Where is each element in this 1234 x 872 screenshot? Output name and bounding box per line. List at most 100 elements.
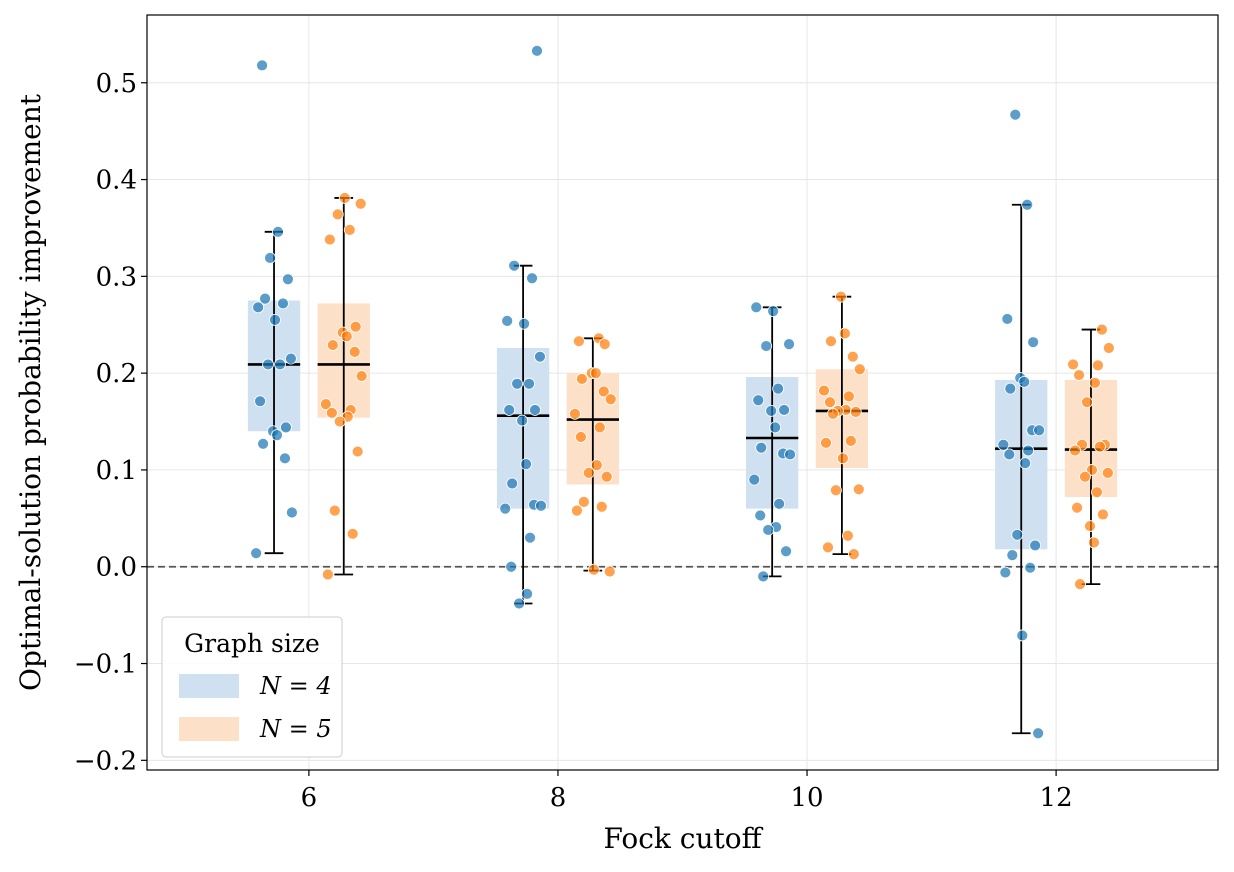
data-point — [354, 197, 367, 210]
data-point — [780, 545, 792, 558]
data-point — [1024, 561, 1037, 574]
data-point — [531, 44, 543, 57]
data-point — [516, 414, 529, 427]
data-point — [1071, 501, 1083, 514]
x-tick-label: 12 — [1040, 783, 1073, 813]
legend: Graph size N = 4 N = 5 — [161, 616, 343, 758]
data-point — [590, 459, 603, 471]
y-axis-label: Optimal-solution probability improvement — [14, 93, 47, 691]
data-point — [351, 445, 364, 458]
data-point — [524, 531, 536, 544]
data-point — [535, 499, 547, 512]
data-point — [257, 437, 269, 450]
data-point — [1011, 528, 1024, 541]
data-point — [262, 358, 274, 371]
data-point — [853, 363, 866, 376]
data-point — [1092, 359, 1104, 372]
data-point — [1088, 536, 1100, 549]
data-point — [778, 404, 790, 416]
legend-swatch-n5 — [179, 717, 239, 741]
data-point — [1004, 382, 1017, 395]
data-point — [1074, 578, 1086, 591]
data-point — [589, 367, 602, 380]
data-point — [1029, 539, 1042, 552]
data-point — [571, 504, 583, 517]
data-point — [603, 565, 616, 578]
data-point — [846, 350, 859, 363]
data-point — [597, 385, 610, 398]
data-point — [750, 301, 763, 314]
y-tick-label: −0.2 — [74, 746, 137, 776]
data-point — [285, 352, 297, 365]
y-tick-label: 0.2 — [96, 359, 137, 389]
data-point — [1081, 396, 1093, 409]
data-point — [252, 301, 265, 314]
data-point — [593, 421, 606, 434]
data-point — [323, 233, 336, 246]
data-point — [346, 527, 359, 540]
data-point — [1101, 466, 1114, 479]
data-point — [321, 568, 334, 581]
data-point — [1006, 549, 1019, 562]
data-point — [1073, 369, 1085, 381]
data-point — [569, 407, 581, 420]
data-point — [256, 59, 269, 72]
data-point — [1084, 520, 1096, 532]
data-point — [503, 404, 516, 416]
data-point — [836, 452, 849, 465]
data-point — [508, 259, 521, 272]
data-point — [1019, 457, 1032, 470]
data-point — [830, 484, 842, 497]
axis-ticks: 6 8 10 12 −0.2 −0.1 0.0 0.1 0.2 0.3 0.4 0.5 — [74, 69, 1073, 813]
data-point — [326, 339, 339, 351]
data-point — [573, 335, 585, 348]
data-point — [348, 345, 361, 358]
data-point — [587, 563, 600, 576]
y-tick-label: 0.4 — [96, 166, 137, 196]
data-point — [501, 314, 514, 327]
data-point — [349, 320, 362, 333]
data-point — [274, 358, 286, 371]
data-point — [748, 473, 761, 486]
data-point — [825, 335, 837, 348]
data-point — [271, 429, 283, 441]
data-point — [526, 272, 538, 285]
y-tick-label: 0.1 — [96, 456, 137, 486]
boxes — [247, 197, 1118, 735]
data-point — [280, 421, 292, 434]
data-point — [818, 384, 830, 397]
data-point — [773, 497, 786, 510]
data-point — [1009, 108, 1022, 121]
data-point — [513, 597, 526, 610]
legend-swatch-n4 — [179, 674, 239, 698]
data-point — [598, 338, 611, 351]
y-tick-label: 0.0 — [96, 553, 137, 583]
legend-label-n5: N = 5 — [259, 715, 332, 743]
data-point — [505, 560, 518, 573]
data-point — [1091, 486, 1103, 499]
data-point — [1094, 440, 1106, 453]
data-point — [769, 421, 782, 434]
data-point — [772, 382, 785, 395]
data-point — [1016, 629, 1029, 642]
data-point — [604, 393, 617, 406]
data-point — [841, 529, 854, 542]
data-point — [333, 415, 346, 428]
data-point — [529, 404, 541, 416]
data-point — [325, 406, 338, 419]
data-point — [269, 314, 281, 326]
data-point — [1027, 336, 1040, 349]
data-point — [838, 327, 851, 340]
data-point — [1096, 508, 1109, 521]
y-tick-label: −0.1 — [74, 650, 137, 680]
data-point — [259, 292, 271, 305]
data-point — [1032, 727, 1045, 740]
data-point — [279, 452, 291, 465]
data-point — [783, 338, 795, 351]
legend-label-n4: N = 4 — [259, 672, 332, 700]
data-point — [534, 350, 546, 363]
data-point — [852, 483, 865, 496]
data-point — [755, 441, 768, 454]
data-point — [844, 434, 857, 447]
